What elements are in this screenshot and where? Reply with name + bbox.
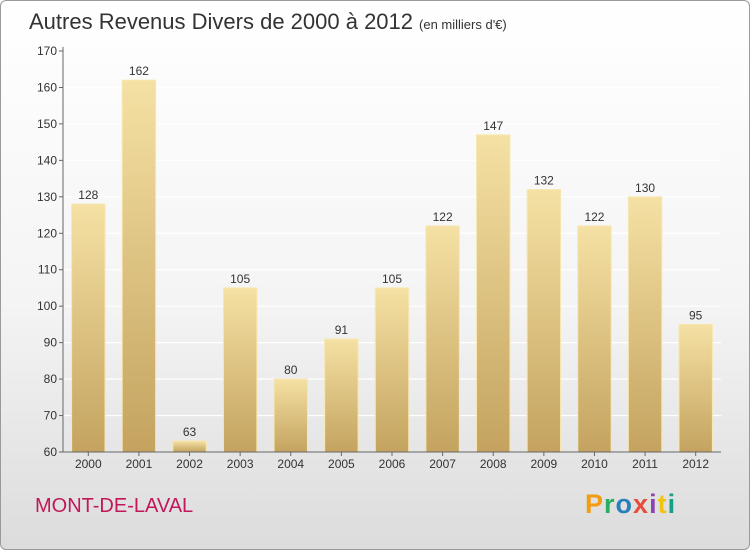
brand-letter: r [604, 489, 616, 519]
bar-value-label: 147 [483, 119, 503, 133]
bar-value-label: 122 [433, 210, 453, 224]
x-tick-label: 2005 [328, 457, 355, 471]
bar-value-label: 122 [584, 210, 604, 224]
x-tick-label: 2003 [227, 457, 254, 471]
brand-letter: i [649, 489, 658, 519]
bar [273, 378, 308, 453]
chart-title: Autres Revenus Divers de 2000 à 2012 (en … [29, 9, 507, 35]
bar [425, 225, 460, 453]
bar [374, 287, 410, 453]
y-tick-label: 140 [37, 153, 57, 167]
bar [678, 323, 713, 453]
bar-value-label: 130 [635, 181, 655, 195]
brand-letter: o [615, 489, 634, 519]
chart-title-text: Autres Revenus Divers de 2000 à 2012 [29, 9, 414, 34]
bar-value-label: 105 [230, 272, 250, 286]
chart-unit-subtitle: (en milliers d'€) [419, 17, 507, 32]
x-tick-label: 2000 [75, 457, 102, 471]
y-tick-label: 150 [37, 117, 57, 131]
brand-letter: x [633, 489, 650, 519]
brand-letter: t [657, 489, 668, 519]
bar [172, 440, 207, 453]
bar [577, 225, 612, 453]
bar [71, 203, 106, 453]
bar [476, 134, 511, 453]
x-tick-label: 2007 [429, 457, 456, 471]
bar-value-label: 105 [382, 272, 402, 286]
brand-letter: i [667, 489, 677, 519]
y-tick-label: 130 [37, 190, 57, 204]
x-tick-label: 2011 [632, 457, 658, 471]
bar-value-label: 95 [689, 308, 703, 322]
y-tick-label: 60 [44, 445, 58, 459]
brand-letter: P [585, 489, 605, 519]
x-tick-label: 2001 [126, 457, 153, 471]
x-tick-label: 2006 [379, 457, 406, 471]
bar [324, 338, 359, 453]
brand-logo[interactable]: Proxiti [585, 489, 676, 520]
x-tick-label: 2004 [277, 457, 304, 471]
bar-value-label: 132 [534, 174, 554, 188]
y-tick-label: 80 [44, 372, 58, 386]
bar-value-label: 162 [129, 64, 149, 78]
y-tick-label: 160 [37, 80, 57, 94]
x-tick-label: 2002 [176, 457, 203, 471]
x-tick-label: 2010 [581, 457, 608, 471]
x-tick-label: 2008 [480, 457, 507, 471]
bar [121, 79, 157, 453]
bar [627, 196, 663, 453]
y-tick-label: 70 [44, 409, 58, 423]
y-tick-label: 110 [38, 263, 57, 277]
bar [222, 287, 258, 453]
x-tick-label: 2009 [530, 457, 557, 471]
x-tick-label: 2012 [682, 457, 709, 471]
bar-value-label: 91 [335, 323, 349, 337]
bar [526, 189, 562, 453]
bar-value-label: 80 [284, 363, 298, 377]
y-tick-label: 120 [37, 226, 57, 240]
town-name: MONT-DE-LAVAL [35, 495, 194, 517]
y-tick-label: 170 [37, 44, 57, 58]
bar-value-label: 63 [183, 425, 197, 439]
bar-value-label: 128 [78, 188, 98, 202]
y-tick-label: 100 [37, 299, 57, 313]
y-tick-label: 90 [44, 336, 58, 350]
